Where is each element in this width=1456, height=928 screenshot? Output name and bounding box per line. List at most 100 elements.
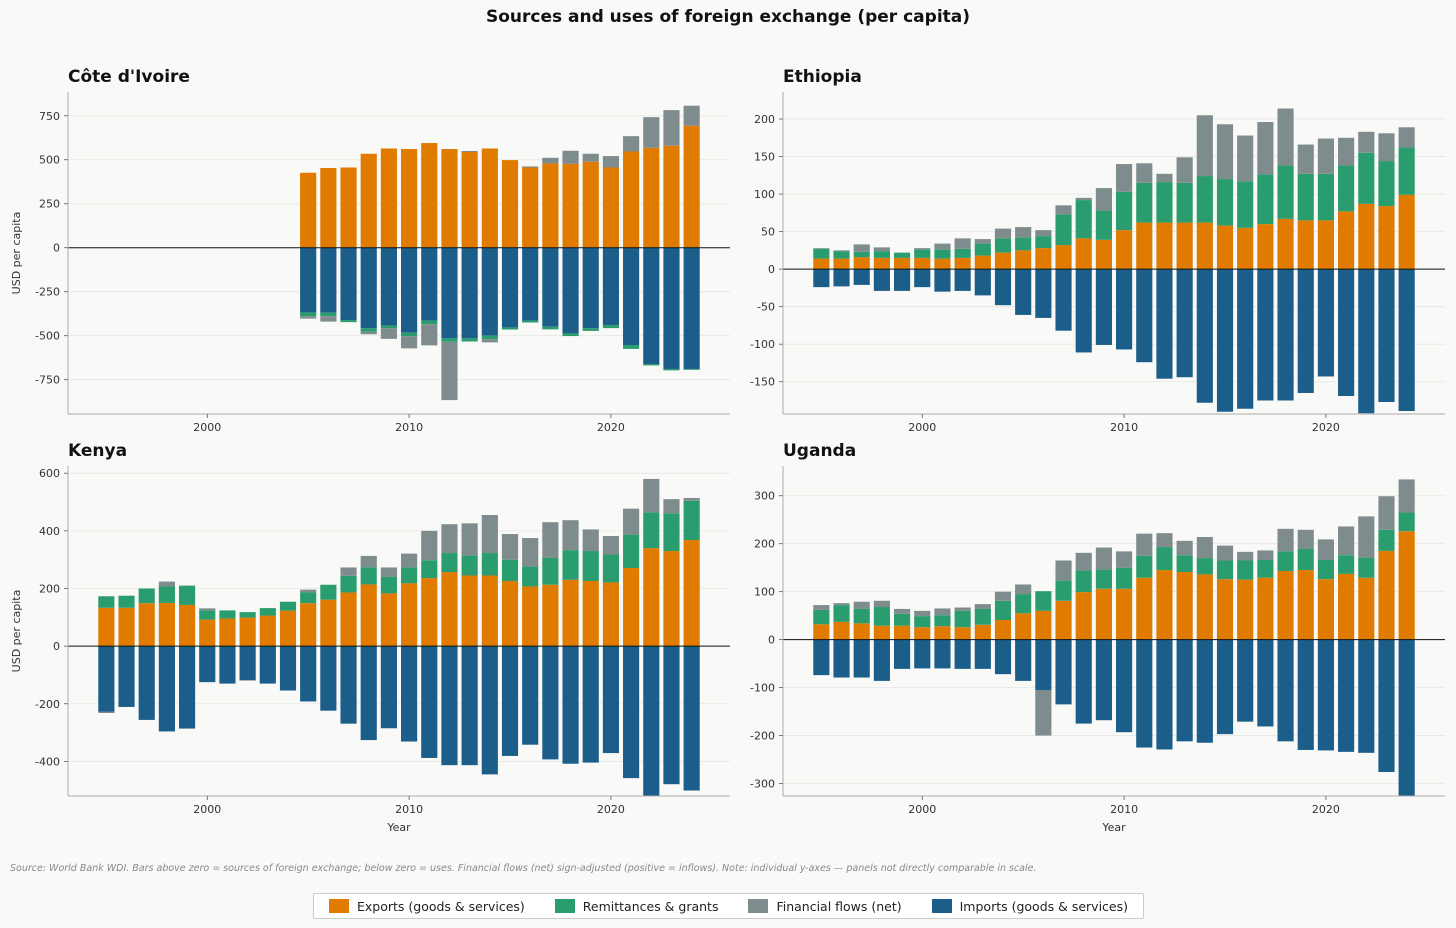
bar-exports — [1378, 206, 1395, 270]
bar-exports — [1176, 222, 1193, 270]
bar-financial — [1196, 115, 1213, 177]
bar-imports — [1237, 639, 1254, 722]
bar-imports — [562, 247, 579, 334]
bar-exports — [1095, 588, 1112, 640]
bar-imports — [461, 247, 478, 339]
bar-imports — [914, 639, 931, 669]
bar-remittances — [118, 595, 135, 608]
bar-remittances — [320, 584, 337, 600]
bar-financial — [1257, 550, 1274, 561]
bar-financial — [1136, 533, 1153, 556]
y-tick-label: 400 — [39, 525, 60, 538]
y-tick-label: 200 — [754, 113, 775, 126]
legend-label: Imports (goods & services) — [959, 898, 1129, 914]
bar-exports — [542, 163, 559, 248]
bar-remittances — [974, 608, 991, 625]
bar-imports — [481, 646, 498, 775]
bar-financial — [380, 328, 397, 339]
bar-financial — [1176, 540, 1193, 556]
bar-remittances — [833, 251, 850, 259]
legend-label: Financial flows (net) — [776, 898, 902, 914]
bar-remittances — [1015, 594, 1032, 614]
bar-imports — [522, 646, 539, 745]
bar-financial — [1257, 122, 1274, 175]
bar-imports — [441, 646, 458, 766]
bar-financial — [1196, 536, 1213, 559]
bar-exports — [401, 583, 418, 647]
bar-imports — [1297, 269, 1314, 393]
panel-c-te-d-ivoire: -750 -500 -250 0 250 500 750 2000 2010 2020 Côte d… — [10, 67, 730, 434]
bar-financial — [401, 336, 418, 349]
y-tick-label: 0 — [53, 242, 60, 255]
bar-exports — [138, 603, 155, 647]
y-axis-label: USD per capita — [10, 212, 23, 295]
bar-remittances — [643, 512, 660, 549]
bar-exports — [894, 257, 911, 270]
bar-financial — [441, 341, 458, 401]
bar-exports — [1055, 245, 1072, 270]
bar-remittances — [1156, 547, 1173, 571]
bar-remittances — [380, 325, 397, 329]
bar-remittances — [1297, 548, 1314, 571]
bar-remittances — [138, 588, 155, 604]
bar-remittances — [1277, 551, 1294, 572]
bar-financial — [813, 248, 830, 249]
bar-remittances — [501, 559, 519, 581]
x-tick-label: 2000 — [908, 421, 936, 434]
bar-exports — [623, 568, 640, 647]
bar-imports — [1095, 639, 1112, 721]
bar-remittances — [562, 333, 579, 337]
y-tick-label: -300 — [750, 778, 775, 791]
bar-financial — [542, 157, 559, 164]
bar-exports — [813, 258, 830, 270]
bar-imports — [934, 269, 951, 292]
bar-financial — [934, 608, 951, 616]
bar-exports — [360, 584, 377, 647]
bar-remittances — [934, 615, 951, 627]
legend-item-remittances: Remittances & grants — [554, 899, 718, 914]
y-tick-label: -500 — [35, 330, 60, 343]
bar-remittances — [1257, 560, 1274, 578]
bar-exports — [461, 575, 478, 647]
bar-imports — [833, 269, 850, 287]
bar-exports — [853, 623, 870, 640]
bar-financial — [914, 248, 931, 250]
bar-remittances — [300, 592, 317, 604]
bar-imports — [300, 646, 317, 702]
bar-exports — [1378, 550, 1395, 640]
bar-financial — [1277, 108, 1294, 166]
bar-remittances — [1257, 174, 1274, 225]
bar-financial — [602, 156, 619, 168]
x-tick-label: 2000 — [193, 421, 221, 434]
bar-exports — [1398, 194, 1415, 270]
bar-financial — [683, 497, 700, 501]
x-tick-label: 2010 — [1110, 803, 1138, 816]
bar-financial — [1338, 526, 1355, 556]
bar-exports — [1216, 225, 1234, 270]
bar-imports — [1055, 639, 1072, 705]
bar-financial — [1035, 230, 1052, 237]
bar-remittances — [894, 252, 911, 258]
bar-imports — [813, 269, 830, 288]
x-tick-label: 2010 — [395, 421, 423, 434]
x-tick-label: 2000 — [908, 803, 936, 816]
bar-financial — [833, 603, 850, 606]
bar-imports — [1015, 269, 1032, 315]
bar-exports — [1035, 610, 1052, 640]
bar-exports — [441, 572, 458, 647]
bar-remittances — [158, 586, 175, 603]
bar-financial — [1358, 516, 1375, 558]
bar-financial — [1035, 689, 1052, 736]
bar-financial — [954, 607, 971, 611]
bar-financial — [401, 553, 418, 568]
bar-exports — [602, 167, 619, 248]
bar-exports — [1015, 250, 1032, 270]
bar-imports — [501, 247, 519, 328]
bar-imports — [1196, 639, 1213, 743]
bar-financial — [360, 331, 377, 335]
bar-exports — [934, 258, 951, 270]
bar-exports — [501, 580, 519, 647]
bar-imports — [481, 247, 498, 336]
bar-remittances — [199, 610, 216, 620]
